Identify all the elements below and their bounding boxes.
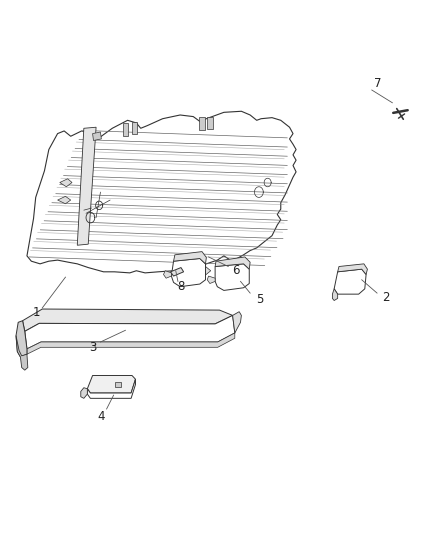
- Polygon shape: [171, 259, 205, 287]
- Polygon shape: [115, 382, 121, 386]
- Polygon shape: [123, 123, 128, 136]
- Text: 5: 5: [255, 294, 263, 306]
- Text: 2: 2: [381, 291, 389, 304]
- Text: 6: 6: [232, 264, 239, 277]
- Polygon shape: [25, 316, 234, 349]
- Polygon shape: [170, 268, 183, 276]
- Polygon shape: [207, 117, 212, 130]
- Text: 4: 4: [97, 410, 105, 423]
- Polygon shape: [188, 266, 210, 275]
- Polygon shape: [232, 312, 241, 333]
- Polygon shape: [92, 132, 101, 141]
- Polygon shape: [215, 264, 249, 290]
- Polygon shape: [199, 117, 205, 130]
- Text: 8: 8: [177, 280, 184, 293]
- Polygon shape: [215, 257, 250, 269]
- Polygon shape: [27, 333, 234, 354]
- Text: 1: 1: [33, 306, 40, 319]
- Polygon shape: [22, 309, 232, 332]
- Polygon shape: [173, 252, 206, 264]
- Polygon shape: [333, 269, 365, 294]
- Polygon shape: [16, 336, 28, 370]
- Polygon shape: [16, 321, 27, 357]
- Polygon shape: [207, 276, 215, 284]
- Text: 3: 3: [89, 341, 96, 354]
- Text: 7: 7: [373, 77, 381, 90]
- Polygon shape: [131, 123, 137, 134]
- Polygon shape: [337, 264, 367, 274]
- Polygon shape: [87, 375, 135, 393]
- Polygon shape: [332, 289, 337, 301]
- Polygon shape: [163, 271, 171, 278]
- Polygon shape: [87, 379, 135, 398]
- Polygon shape: [77, 127, 96, 245]
- Polygon shape: [27, 111, 295, 273]
- Polygon shape: [81, 387, 87, 398]
- Polygon shape: [57, 196, 71, 204]
- Polygon shape: [60, 179, 72, 187]
